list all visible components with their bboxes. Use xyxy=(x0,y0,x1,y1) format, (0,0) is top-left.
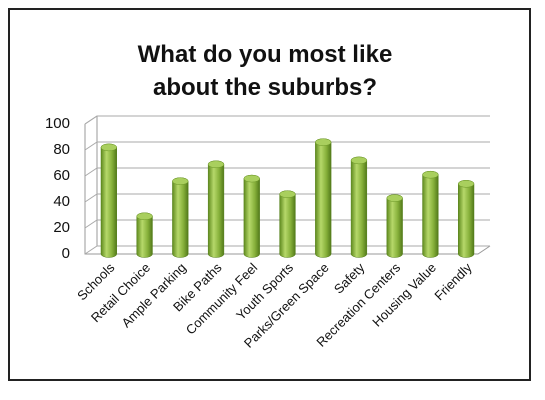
frame xyxy=(8,8,531,381)
bar-top xyxy=(136,212,153,221)
bar-top xyxy=(422,170,439,179)
y-tick-label: 20 xyxy=(53,219,70,236)
bar-top xyxy=(386,194,403,202)
bar xyxy=(172,177,189,258)
x-tick-label: Friendly xyxy=(431,260,475,304)
bar-top xyxy=(279,190,296,198)
bar xyxy=(207,160,225,258)
bar xyxy=(422,170,439,258)
y-tick-label: 80 xyxy=(53,141,70,158)
bar xyxy=(100,143,117,258)
y-tick-label: 0 xyxy=(62,245,70,262)
bar-top xyxy=(172,177,189,185)
chart-title: What do you most like about the suburbs? xyxy=(137,41,393,101)
bar xyxy=(315,138,332,258)
y-tick-label: 60 xyxy=(53,167,70,184)
bar xyxy=(350,156,368,258)
x-tick-label: Housing Value xyxy=(369,260,439,330)
grid-line xyxy=(84,115,490,125)
bar-top xyxy=(243,174,260,183)
bar-top xyxy=(458,180,475,188)
grid-line xyxy=(84,141,490,151)
bar xyxy=(279,190,296,258)
bar-top xyxy=(315,138,332,146)
bar xyxy=(386,194,403,258)
y-tick-label: 40 xyxy=(53,193,70,210)
bar xyxy=(243,174,260,258)
bar-top xyxy=(207,160,225,169)
y-tick-label: 100 xyxy=(45,115,70,132)
bar-top xyxy=(100,143,117,152)
bar-top xyxy=(350,156,368,165)
bar xyxy=(458,180,475,258)
